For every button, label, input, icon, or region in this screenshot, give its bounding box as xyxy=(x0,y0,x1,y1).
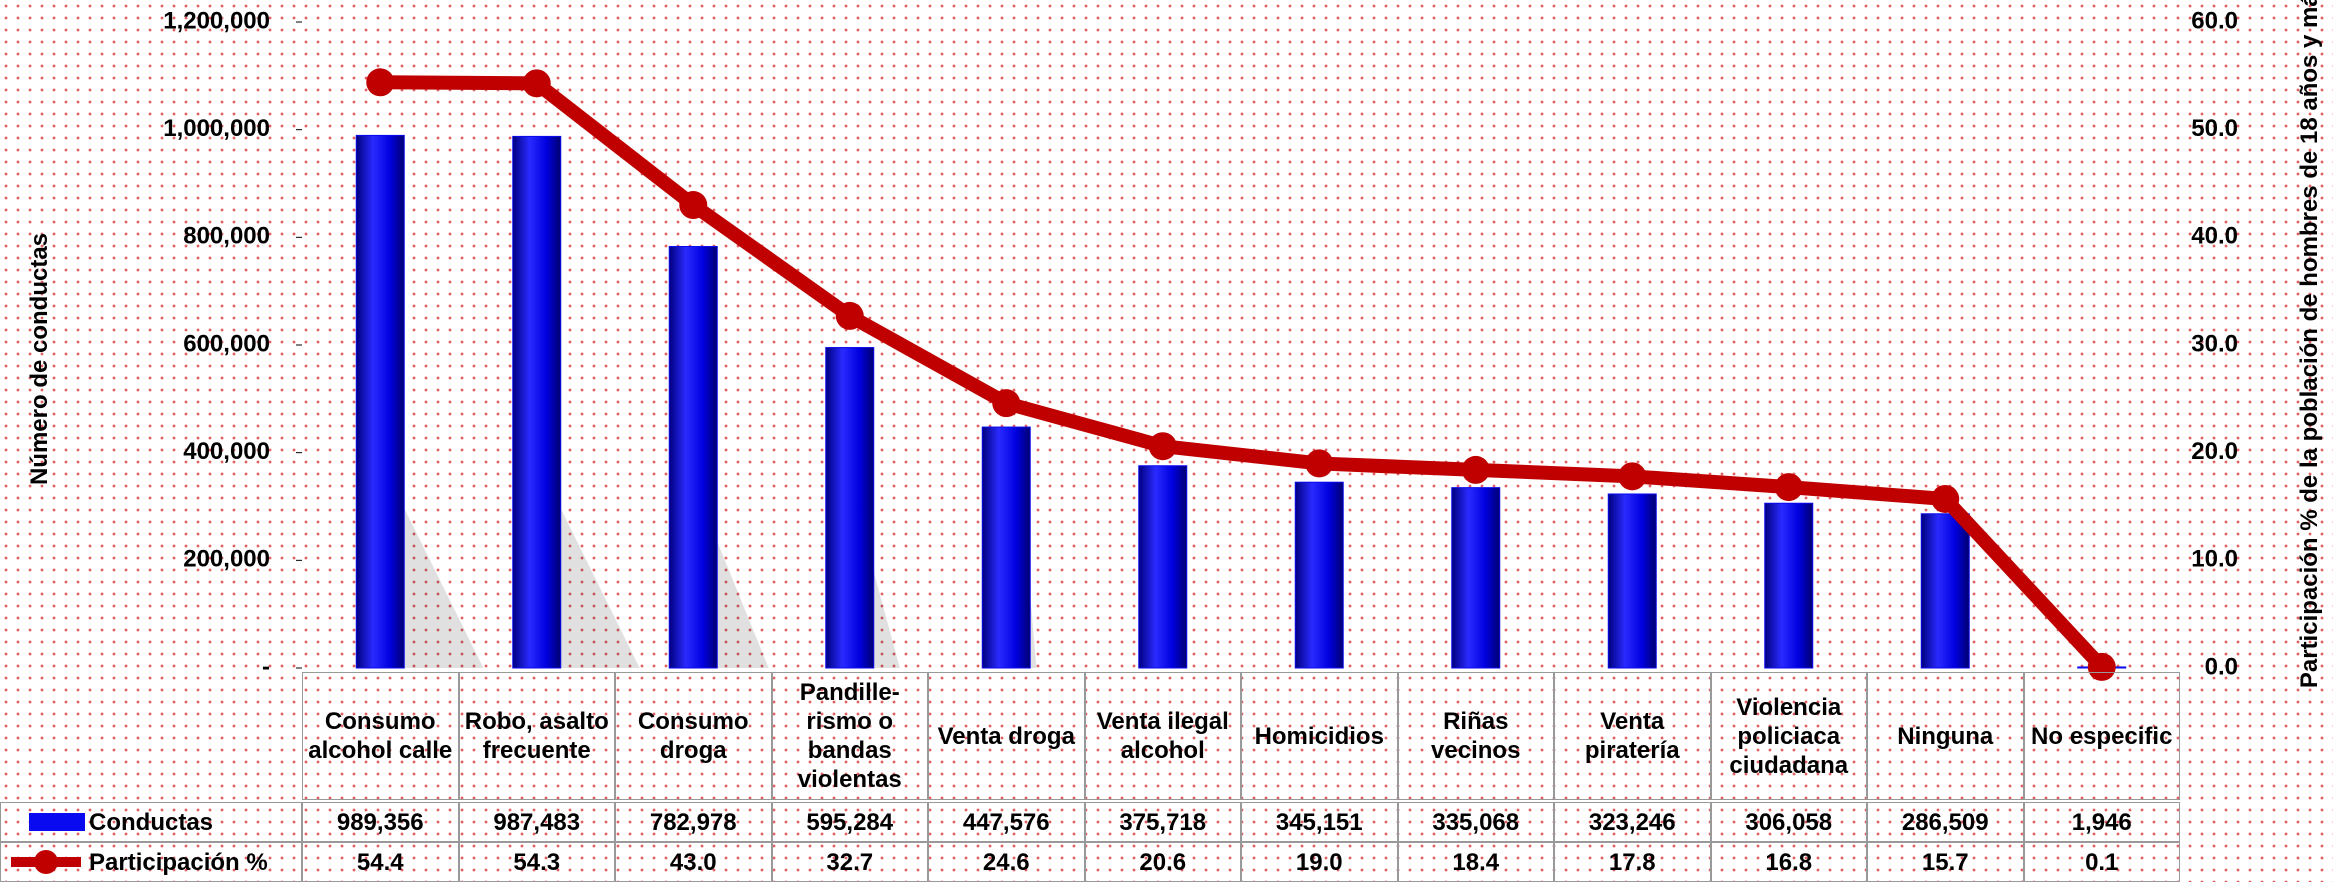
line-marker xyxy=(992,389,1021,418)
legend-label: Conductas xyxy=(89,808,214,836)
y2-tick-label: 10.0 xyxy=(2191,546,2238,573)
y2-tick-label: 0.0 xyxy=(2205,653,2238,680)
data-label: 18.4 xyxy=(1397,842,1554,882)
data-label: 595,284 xyxy=(771,802,928,842)
data-label: 323,246 xyxy=(1554,802,1711,842)
bar xyxy=(355,134,405,669)
data-label: 17.8 xyxy=(1554,842,1711,882)
bar xyxy=(1294,481,1344,669)
y-tick-label: - xyxy=(262,653,270,680)
bar-shadow xyxy=(717,541,769,668)
y-tick-label: 1,200,000 xyxy=(163,7,270,34)
data-label: 306,058 xyxy=(1710,802,1867,842)
data-label: 19.0 xyxy=(1241,842,1398,882)
bar-shadow xyxy=(1030,595,1037,668)
category-label: Consumo droga xyxy=(615,672,772,800)
category-label: Homicidios xyxy=(1241,672,1398,800)
category-label: Pandille-rismo o bandas violentas xyxy=(771,672,928,800)
bar xyxy=(825,347,875,669)
data-label: 447,576 xyxy=(928,802,1085,842)
bar xyxy=(1451,487,1501,669)
data-label: 20.6 xyxy=(1084,842,1241,882)
bar xyxy=(512,135,562,669)
data-label: 987,483 xyxy=(458,802,615,842)
y-tick-label: 200,000 xyxy=(183,546,270,573)
category-label: Consumo alcohol calle xyxy=(302,672,459,800)
y2-tick-label: 30.0 xyxy=(2191,330,2238,357)
line-marker xyxy=(1461,455,1490,484)
category-label: Venta droga xyxy=(928,672,1085,800)
line-marker xyxy=(1774,473,1803,502)
y-tick-label: 400,000 xyxy=(183,438,270,465)
line-marker xyxy=(835,301,864,330)
bar xyxy=(1138,465,1188,669)
data-label: 32.7 xyxy=(771,842,928,882)
data-label: 0.1 xyxy=(2023,842,2180,882)
y2-tick-label: 50.0 xyxy=(2191,115,2238,142)
category-label: No especific xyxy=(2023,672,2180,800)
data-label: 286,509 xyxy=(1867,802,2024,842)
bar xyxy=(1607,493,1657,669)
y2-axis-title: Participación % de la población de hombr… xyxy=(2296,0,2323,689)
category-label: Venta piratería xyxy=(1554,672,1711,800)
category-label: Violencia policiaca ciudadana xyxy=(1710,672,1867,800)
line-marker xyxy=(1931,484,1960,513)
y2-tick-label: 60.0 xyxy=(2191,7,2238,34)
line xyxy=(380,75,2107,672)
line-marker xyxy=(1148,432,1177,461)
y2-tick-label: 40.0 xyxy=(2191,223,2238,250)
data-label: 24.6 xyxy=(928,842,1085,882)
line-marker xyxy=(366,68,395,97)
bar xyxy=(981,426,1031,669)
data-label: 989,356 xyxy=(302,802,459,842)
legend-swatch xyxy=(29,813,85,831)
bar-shadow xyxy=(404,508,484,668)
y-tick-label: 1,000,000 xyxy=(163,115,270,142)
data-label: 782,978 xyxy=(615,802,772,842)
data-label: 1,946 xyxy=(2023,802,2180,842)
data-label: 375,718 xyxy=(1084,802,1241,842)
data-label: 43.0 xyxy=(615,842,772,882)
bar xyxy=(668,245,718,669)
category-label: Robo, asalto frecuente xyxy=(458,672,615,800)
data-label: 54.4 xyxy=(302,842,459,882)
data-label: 54.3 xyxy=(458,842,615,882)
category-label: Venta ilegal alcohol xyxy=(1084,672,1241,800)
line-marker xyxy=(522,69,551,98)
category-label: Riñas vecinos xyxy=(1397,672,1554,800)
y-tick-label: 600,000 xyxy=(183,330,270,357)
bar xyxy=(1764,502,1814,669)
y-tick-label: 800,000 xyxy=(183,223,270,250)
line-marker xyxy=(2087,652,2116,681)
legend-entry: Conductas xyxy=(0,802,302,842)
bar-shadow xyxy=(873,571,900,668)
legend-entry: Participación % xyxy=(0,842,302,882)
category-label: Ninguna xyxy=(1867,672,2024,800)
bar xyxy=(1920,513,1970,669)
data-label: 335,068 xyxy=(1397,802,1554,842)
y-axis-title: Número de conductas xyxy=(26,232,53,486)
legend-swatch xyxy=(11,850,81,874)
data-label: 345,151 xyxy=(1241,802,1398,842)
y2-tick-label: 20.0 xyxy=(2191,438,2238,465)
line-marker xyxy=(679,191,708,220)
bar-shadow xyxy=(560,508,640,668)
line-marker xyxy=(1618,462,1647,491)
line-marker xyxy=(1305,449,1334,478)
data-label: 16.8 xyxy=(1710,842,1867,882)
legend-label: Participación % xyxy=(89,848,268,876)
data-label: 15.7 xyxy=(1867,842,2024,882)
